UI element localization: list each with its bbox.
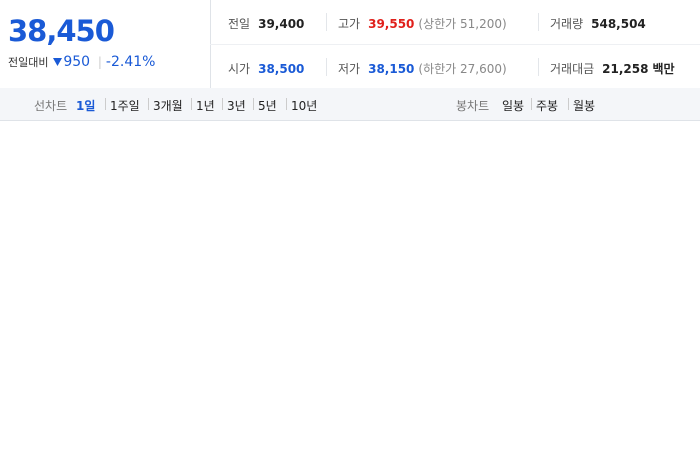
down-arrow: 41,04539,85038,65537,46036,26610:0011:00… (50, 58, 700, 363)
stat-label: 전일 (228, 17, 251, 31)
stat-label: 거래대금 (550, 62, 595, 76)
tab[interactable]: 3개월 (153, 99, 183, 113)
stat-value: 38,500 (258, 62, 305, 76)
price-box: 38,450 전일대비 41,04539,85038,65537,46036,2… (0, 0, 700, 363)
change-label: 전일대비 (8, 56, 49, 69)
stat-label: 거래량 (550, 17, 584, 31)
tab-separator (105, 98, 106, 110)
tab[interactable]: 3년 (227, 99, 246, 113)
tab-group-label: 선차트 (34, 99, 68, 113)
chart (0, 121, 700, 450)
stat-value: 39,400 (258, 17, 305, 31)
stat-label: 시가 (228, 62, 251, 76)
change: 전일대비 41,04539,85038,65537,46036,26610:00… (8, 54, 700, 363)
tab-separator (531, 98, 532, 110)
stat: 거래대금 21,258 백만 (550, 60, 675, 77)
tab[interactable]: 일봉 (502, 99, 525, 113)
tab[interactable]: 월봉 (573, 99, 596, 113)
stat-label: 저가 (338, 62, 361, 76)
tab[interactable]: 5년 (258, 99, 277, 113)
change-value: 950 (63, 54, 91, 70)
tab[interactable]: 1일 (76, 99, 96, 113)
tab-bar: 선차트 1일 1주일 3개월 1년 3년 5년 10년 봉차트 일봉 주봉 월봉 (0, 88, 700, 121)
quote-panel: 38,450 전일대비 41,04539,85038,65537,46036,2… (0, 0, 700, 363)
separator (326, 13, 327, 31)
tab-separator (222, 98, 223, 110)
tab-separator (253, 98, 254, 110)
separator (538, 58, 539, 76)
separator (326, 58, 327, 76)
change-rate: -2.41% (105, 54, 156, 70)
tab[interactable]: 10년 (291, 99, 318, 113)
stat-note: (하한가 27,600) (418, 62, 507, 76)
stat: 저가 38,150 (하한가 27,600) (338, 60, 507, 77)
stat-label: 고가 (338, 17, 361, 31)
tab-separator (148, 98, 149, 110)
stat-note: (상한가 51,200) (418, 17, 507, 31)
tab-separator (568, 98, 569, 110)
stat-value: 39,550 (368, 17, 415, 31)
stat-value: 548,504 (591, 17, 646, 31)
tab-separator (286, 98, 287, 110)
stat-value: 21,258 (602, 62, 649, 76)
stat-unit: 백만 (652, 62, 675, 76)
tab[interactable]: 1주일 (110, 99, 140, 113)
tab-group-label: 봉차트 (456, 99, 490, 113)
tab[interactable]: 주봉 (536, 99, 559, 113)
price: 38,450 (8, 14, 115, 48)
tab[interactable]: 1년 (196, 99, 215, 113)
separator (210, 44, 700, 45)
tab-separator (191, 98, 192, 110)
stat: 전일 39,400 (228, 15, 304, 32)
stat: 시가 38,500 (228, 60, 304, 77)
stat: 거래량 548,504 (550, 15, 646, 32)
stat: 고가 39,550 (상한가 51,200) (338, 15, 507, 32)
stat-value: 38,150 (368, 62, 415, 76)
separator (538, 13, 539, 31)
